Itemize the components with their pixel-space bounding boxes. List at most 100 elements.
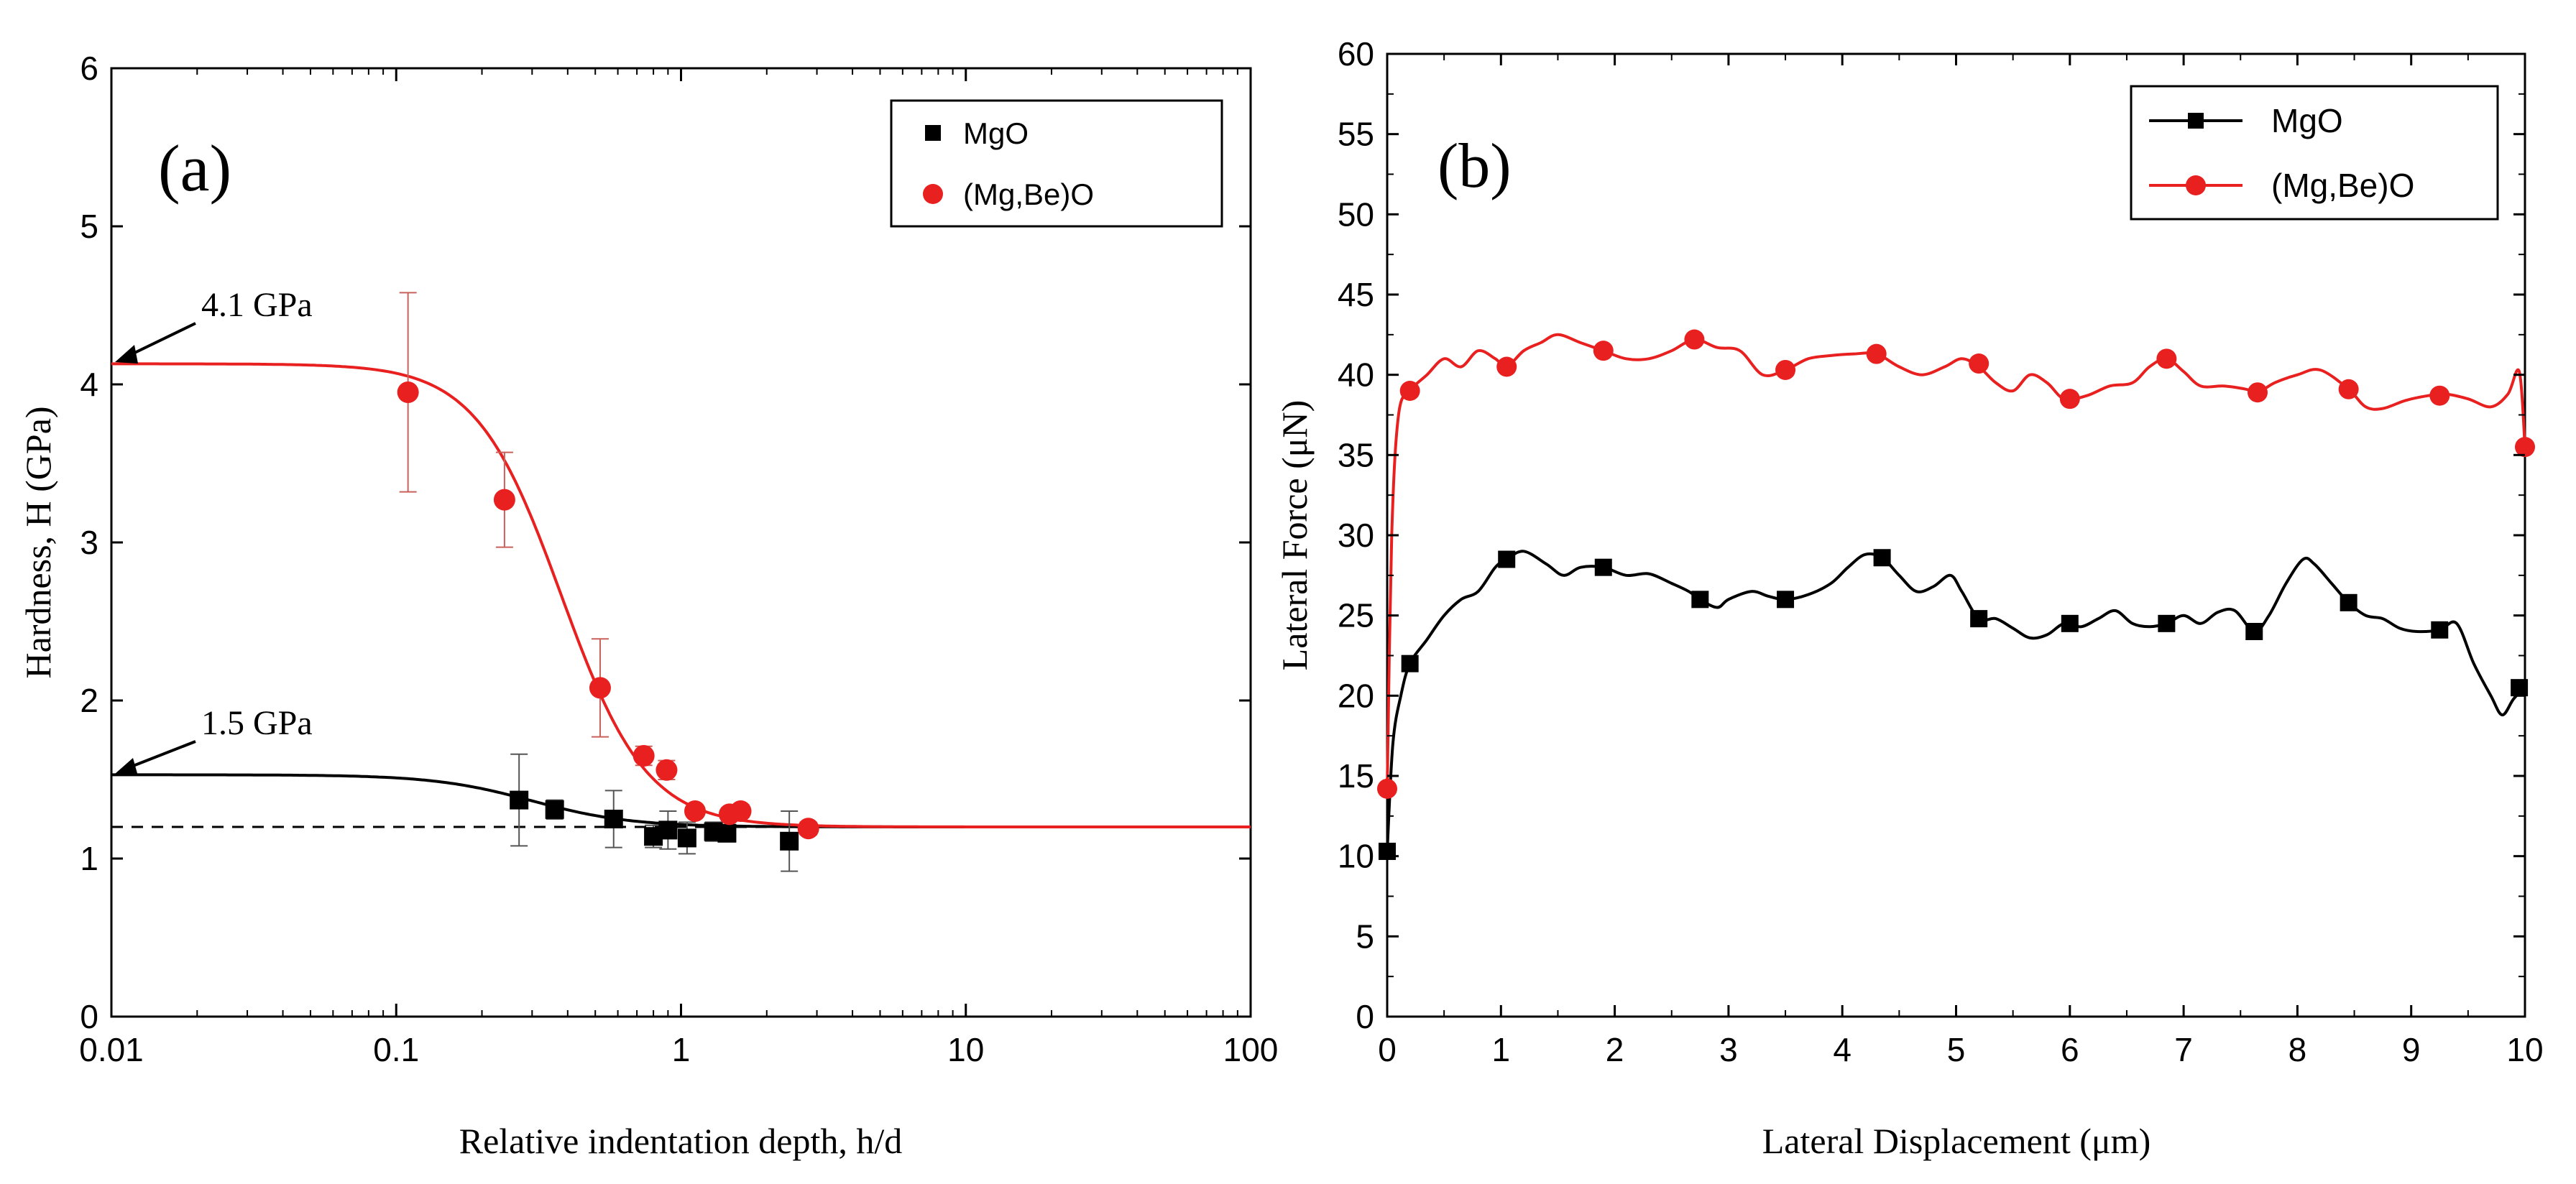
annotation-arrowhead bbox=[115, 758, 138, 776]
x-tick-label: 4 bbox=[1833, 1031, 1852, 1068]
x-axis-label: Lateral Displacement (μm) bbox=[1762, 1121, 2150, 1161]
y-tick-label: 15 bbox=[1338, 757, 1374, 795]
y-axis-label: Lateral Force (μN) bbox=[1274, 400, 1315, 671]
y-tick-label: 60 bbox=[1338, 35, 1374, 73]
y-tick-label: 0 bbox=[80, 998, 98, 1035]
legend-label-mgo: MgO bbox=[2271, 102, 2343, 139]
legend-box bbox=[2130, 85, 2499, 221]
y-tick-label: 5 bbox=[80, 208, 98, 245]
point-mgbeo bbox=[493, 489, 515, 511]
legend-label-mgbeo: (Mg,Be)O bbox=[963, 177, 1094, 211]
panel-label-b: (b) bbox=[1438, 131, 1512, 201]
point-mgbeo bbox=[684, 800, 707, 822]
y-tick-label: 6 bbox=[80, 50, 98, 87]
point-mgbeo bbox=[1684, 329, 1705, 350]
legend: MgO (Mg,Be)O bbox=[2130, 85, 2499, 221]
y-tick-label: 5 bbox=[1356, 917, 1374, 955]
y-tick-label: 0 bbox=[1356, 998, 1374, 1035]
point-mgo bbox=[1498, 550, 1516, 568]
annotation-text: 1.5 GPa bbox=[201, 704, 313, 742]
x-tick-label: 8 bbox=[2288, 1031, 2307, 1068]
y-tick-label: 20 bbox=[1338, 677, 1374, 714]
y-tick-label: 45 bbox=[1338, 276, 1374, 313]
point-mgbeo bbox=[1496, 356, 1517, 377]
fit-curves bbox=[111, 362, 1251, 828]
x-tick-label: 1 bbox=[672, 1031, 691, 1068]
y-tick-label: 4 bbox=[80, 366, 98, 403]
point-mgo bbox=[658, 820, 678, 840]
point-mgbeo bbox=[1866, 343, 1887, 364]
x-tick-label: 10 bbox=[2506, 1031, 2543, 1068]
point-mgo bbox=[780, 831, 799, 851]
legend-box bbox=[890, 99, 1223, 228]
point-mgo bbox=[1691, 591, 1709, 609]
x-axis-ticks: 0 1 2 3 4 5 6 7 8 9 10 bbox=[1378, 54, 2544, 1068]
y-axis-ticks: 0 1 2 3 4 5 6 bbox=[80, 50, 1251, 1035]
point-mgo bbox=[1401, 655, 1419, 672]
annotation-text: 4.1 GPa bbox=[201, 286, 313, 324]
x-tick-label: 2 bbox=[1606, 1031, 1624, 1068]
data-points bbox=[397, 381, 819, 851]
x-tick-label: 3 bbox=[1719, 1031, 1738, 1068]
hardness-chart-panel: 0.01 0.1 1 10 100 0 1 2 3 4 5 6 (a) Relative inden… bbox=[18, 50, 1278, 1161]
legend-marker-mgo bbox=[925, 125, 941, 141]
point-mgbeo bbox=[730, 800, 752, 822]
legend: MgO (Mg,Be)O bbox=[890, 99, 1223, 228]
point-mgo bbox=[604, 810, 623, 828]
x-axis-ticks: 0.01 0.1 1 10 100 bbox=[79, 68, 1278, 1068]
y-tick-label: 35 bbox=[1338, 436, 1374, 473]
point-mgbeo bbox=[2059, 389, 2080, 410]
point-mgo bbox=[717, 823, 737, 843]
point-mgbeo bbox=[2247, 382, 2268, 403]
y-tick-label: 1 bbox=[80, 840, 98, 877]
point-mgo bbox=[545, 800, 564, 819]
x-tick-label: 0.1 bbox=[373, 1031, 419, 1068]
point-mgo bbox=[1777, 591, 1795, 609]
fit-curve-mgbeo bbox=[111, 362, 1251, 828]
point-mgo bbox=[1379, 842, 1396, 860]
annotation-4-1-gpa: 4.1 GPa bbox=[115, 286, 313, 364]
legend-label-mgo: MgO bbox=[963, 116, 1029, 150]
x-tick-label: 5 bbox=[1947, 1031, 1966, 1068]
point-mgbeo bbox=[1969, 353, 1990, 374]
legend-marker-mgo bbox=[2188, 113, 2204, 129]
point-mgbeo bbox=[1775, 359, 1796, 380]
series-line-mgbeo bbox=[1386, 333, 2526, 789]
point-mgbeo bbox=[1399, 381, 1420, 401]
point-mgo bbox=[1970, 610, 1988, 628]
series-lines bbox=[1386, 333, 2526, 852]
point-mgo bbox=[2431, 621, 2449, 639]
point-mgbeo bbox=[589, 677, 611, 699]
y-axis-ticks: 0 5 10 15 20 25 30 35 40 45 50 55 60 bbox=[1338, 35, 2525, 1035]
point-mgbeo bbox=[2515, 437, 2535, 458]
point-mgbeo bbox=[397, 381, 419, 403]
y-tick-label: 25 bbox=[1338, 597, 1374, 634]
y-tick-label: 2 bbox=[80, 682, 98, 719]
x-tick-label: 0.01 bbox=[79, 1031, 144, 1068]
y-tick-label: 55 bbox=[1338, 116, 1374, 153]
point-mgo bbox=[1873, 549, 1891, 567]
annotation-arrow-line bbox=[125, 322, 196, 359]
y-tick-label: 30 bbox=[1338, 517, 1374, 554]
point-mgbeo bbox=[2156, 348, 2177, 369]
point-mgo bbox=[677, 828, 696, 848]
x-tick-label: 6 bbox=[2061, 1031, 2079, 1068]
point-mgbeo bbox=[1377, 778, 1397, 799]
panel-label-a: (a) bbox=[158, 131, 231, 205]
x-tick-label: 100 bbox=[1223, 1031, 1279, 1068]
y-tick-label: 3 bbox=[80, 524, 98, 561]
annotation-arrow-line bbox=[125, 740, 196, 770]
x-tick-label: 10 bbox=[947, 1031, 984, 1068]
point-mgbeo bbox=[656, 759, 678, 781]
y-axis-label: Hardness, H (GPa) bbox=[18, 406, 58, 678]
point-mgbeo bbox=[797, 818, 819, 840]
data-points bbox=[1377, 329, 2535, 860]
point-mgo bbox=[1594, 558, 1612, 576]
y-tick-label: 40 bbox=[1338, 356, 1374, 394]
annotation-arrowhead bbox=[115, 345, 138, 364]
point-mgo bbox=[2061, 614, 2079, 632]
x-axis-label: Relative indentation depth, h/d bbox=[459, 1121, 903, 1161]
x-tick-label: 0 bbox=[1378, 1031, 1397, 1068]
